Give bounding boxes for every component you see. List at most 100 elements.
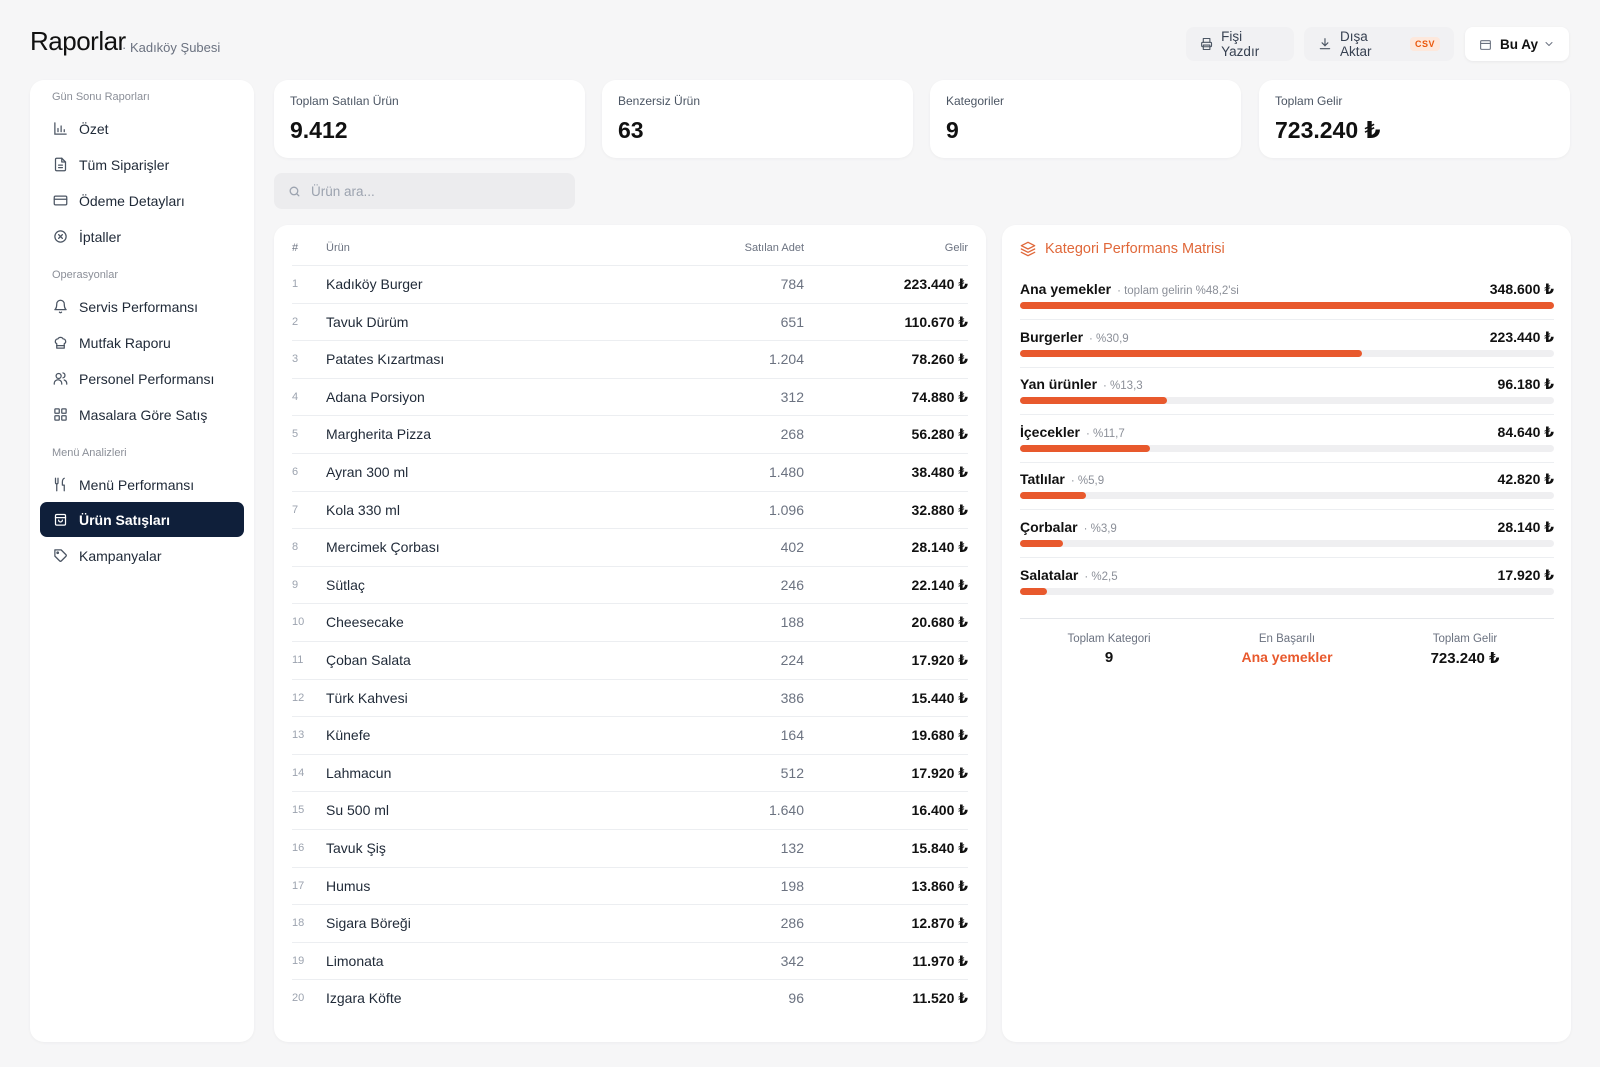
divider [1020,414,1554,416]
category-name-text: İçecekler [1020,423,1080,440]
credit-card-icon [53,195,68,206]
sidebar-item-staff-performance[interactable]: Personel Performansı [40,361,244,396]
table-row[interactable]: 8 Mercimek Çorbası 402 28.140 ₺ [292,528,968,566]
sold-qty: 268 [780,426,804,443]
table-row[interactable]: 4 Adana Porsiyon 312 74.880 ₺ [292,377,968,416]
sold-qty: 188 [780,614,804,631]
cancel-circle-icon [54,230,67,243]
export-label: Dışa Aktar [1339,29,1372,59]
category-progress-fill [1020,397,1168,405]
utensils-icon [54,477,65,492]
row-number: 5 [292,428,299,441]
table-row[interactable]: 5 Margherita Pizza 268 56.280 ₺ [292,415,968,453]
table-row[interactable]: 10 Cheesecake 188 20.680 ₺ [292,603,968,641]
category-progress-track [1020,492,1554,500]
product-name: Sigara Böreği [326,915,411,932]
sidebar-item-cancellations[interactable]: İptaller [40,219,244,254]
section-label-operations: Operasyonlar [52,269,119,281]
sold-qty: 1.640 [768,802,804,819]
product-name: Mercimek Çorbası [326,539,440,556]
sold-qty: 651 [780,313,804,330]
search-box [274,173,575,209]
category-row[interactable]: Salatalar · %2,5 17.920 ₺ [1020,561,1554,609]
stat-label: Toplam Gelir [1275,94,1343,108]
sidebar-item-kitchen-report[interactable]: Mutfak Raporu [40,325,244,360]
sidebar-item-payment-details[interactable]: Ödeme Detayları [40,183,244,218]
product-search-input[interactable] [311,183,551,199]
table-row[interactable]: 3 Patates Kızartması 1.204 78.260 ₺ [292,340,968,378]
category-progress-fill [1020,444,1150,452]
category-name: Salatalar · %2,5 [1020,567,1118,583]
table-row[interactable]: 1 Kadıköy Burger 784 223.440 ₺ [292,265,968,303]
stat-value: 9.412 [290,117,348,143]
table-row[interactable]: 11 Çoban Salata 224 17.920 ₺ [292,641,968,679]
product-revenue: 223.440 ₺ [903,276,968,292]
table-row[interactable]: 15 Su 500 ml 1.640 16.400 ₺ [292,791,968,829]
sidebar-item-product-sales[interactable]: Ürün Satışları [40,502,244,537]
category-row[interactable]: Ana yemekler · toplam gelirin %48,2'si 348… [1020,275,1554,323]
table-row[interactable]: 7 Kola 330 ml 1.096 32.880 ₺ [292,490,968,529]
category-row[interactable]: İçecekler · %11,7 84.640 ₺ [1020,418,1554,466]
document-icon [54,157,67,172]
row-number: 11 [292,654,304,666]
table-row[interactable]: 16 Tavuk Şiş 132 15.840 ₺ [292,829,968,867]
divider [1020,509,1554,511]
footer-value: 723.240 ₺ [1430,650,1500,667]
section-label-eod: Gün Sonu Raporları [52,91,150,103]
table-row[interactable]: 6 Ayran 300 ml 1.480 38.480 ₺ [292,453,968,491]
sidebar-item-menu-performance[interactable]: Menü Performansı [40,467,244,502]
sold-qty: 164 [780,727,804,744]
product-name: Limonata [326,952,384,969]
column-header-revenue[interactable]: Gelir [944,242,968,254]
table-row[interactable]: 13 Künefe 164 19.680 ₺ [292,716,968,754]
product-name: Lahmacun [326,764,392,781]
stat-card-unique-products: Benzersiz Ürün 63 [602,80,913,158]
product-revenue: 12.870 ₺ [911,915,968,932]
sidebar-item-summary[interactable]: Özet [40,111,244,146]
sidebar-item-service-performance[interactable]: Servis Performansı [40,289,244,324]
print-receipt-button[interactable]: Fişi Yazdır [1186,27,1294,61]
product-name: Tavuk Dürüm [326,313,409,330]
table-row[interactable]: 9 Sütlaç 246 22.140 ₺ [292,565,968,604]
sidebar-item-label: İptaller [79,228,122,245]
category-name-text: Burgerler [1020,328,1084,345]
export-button[interactable]: Dışa Aktar CSV [1304,27,1454,61]
stat-value: 723.240 ₺ [1275,117,1381,143]
product-revenue: 38.480 ₺ [911,464,968,480]
table-row[interactable]: 2 Tavuk Dürüm 651 110.670 ₺ [292,302,968,341]
sidebar-item-campaigns[interactable]: Kampanyalar [40,538,244,573]
product-name: Adana Porsiyon [326,388,425,405]
sidebar-item-sales-by-table[interactable]: Masalara Göre Satış [40,397,244,432]
row-number: 16 [292,842,305,854]
product-revenue: 22.140 ₺ [911,576,968,593]
sidebar-item-all-orders[interactable]: Tüm Siparişler [40,147,244,182]
stat-card-total-sold: Toplam Satılan Ürün 9.412 [274,80,585,158]
table-row[interactable]: 19 Limonata 342 11.970 ₺ [292,941,968,980]
category-row[interactable]: Tatlılar · %5,9 42.820 ₺ [1020,465,1554,513]
table-row[interactable]: 17 Humus 198 13.860 ₺ [292,866,968,905]
table-row[interactable]: 14 Lahmacun 512 17.920 ₺ [292,753,968,792]
category-row[interactable]: Burgerler · %30,9 223.440 ₺ [1020,323,1554,371]
table-row[interactable]: 20 Izgara Köfte 96 11.520 ₺ [292,979,968,1017]
category-name-text: Tatlılar [1020,471,1065,488]
row-number: 10 [292,616,305,629]
footer-value: Ana yemekler [1241,649,1333,665]
category-row[interactable]: Çorbalar · %3,9 28.140 ₺ [1020,513,1554,561]
sidebar-item-label: Menü Performansı [79,476,195,493]
row-number: 8 [292,541,299,554]
column-header-qty[interactable]: Satılan Adet [744,242,804,254]
row-number: 12 [292,691,305,704]
sold-qty: 224 [780,652,804,668]
sold-qty: 1.480 [768,464,804,480]
period-select[interactable]: Bu Ay [1465,27,1569,61]
category-progress-track [1020,397,1554,405]
shopping-bag-icon [54,513,67,526]
product-name: Tavuk Şiş [326,840,386,856]
grid-icon [54,408,67,421]
product-revenue: 11.520 ₺ [912,990,968,1007]
table-row[interactable]: 18 Sigara Böreği 286 12.870 ₺ [292,904,968,942]
sold-qty: 1.096 [768,501,804,518]
product-name: Kola 330 ml [326,501,400,518]
category-row[interactable]: Yan ürünler · %13,3 96.180 ₺ [1020,370,1554,418]
table-row[interactable]: 12 Türk Kahvesi 386 15.440 ₺ [292,678,968,717]
